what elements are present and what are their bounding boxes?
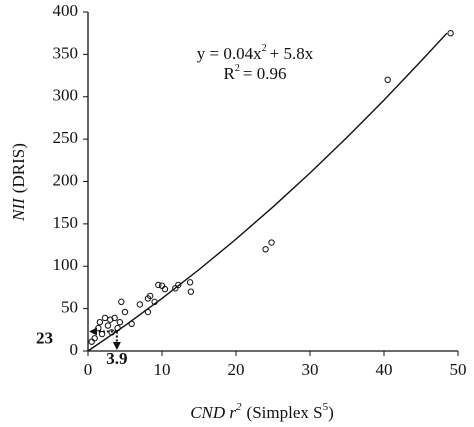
data-point <box>88 338 95 345</box>
y-tick-label: 400 <box>53 1 79 20</box>
y-axis-label: NII (DRIS) <box>9 143 28 222</box>
r2-sup: 2 <box>235 63 240 74</box>
data-point <box>101 314 109 322</box>
x-tick-label: 30 <box>302 360 319 379</box>
x-label-text: CND r <box>190 403 236 422</box>
x-tick-label: 50 <box>450 360 467 379</box>
data-point <box>262 246 269 253</box>
y-tick-label: 50 <box>61 298 78 317</box>
fit-curve <box>87 32 448 352</box>
y-tick-label: 200 <box>53 170 79 189</box>
data-point <box>187 288 195 295</box>
x-marker-arrow <box>112 342 121 350</box>
data-point <box>144 295 152 302</box>
x-marker-label: 3.9 <box>106 349 127 368</box>
equation-text: y = 0.04x <box>197 44 262 63</box>
x-label-sup: 2 <box>236 401 242 413</box>
equation-text: + 5.8x <box>270 44 314 63</box>
data-point <box>91 335 98 342</box>
x-tick-label: 20 <box>228 360 245 379</box>
x-label-sup: 5 <box>323 401 329 413</box>
y-tick-label: 150 <box>53 213 79 232</box>
data-point <box>158 282 166 289</box>
data-point <box>118 298 125 306</box>
y-label-text: NII <box>9 197 28 222</box>
y-tick-label: 300 <box>53 86 79 105</box>
equation-sup: 2 <box>262 43 267 54</box>
equation: y = 0.04x2 + 5.8x <box>197 43 314 63</box>
y-tick-label: 250 <box>53 128 79 147</box>
x-axis-label: CND r2 (Simplex S5) <box>190 401 334 422</box>
data-point <box>161 285 169 293</box>
data-point <box>186 279 194 286</box>
x-tick-label: 10 <box>154 360 171 379</box>
x-label-text: ) <box>328 403 334 422</box>
data-point <box>104 322 112 329</box>
y-marker-arrow <box>89 327 97 336</box>
y-tick-label: 0 <box>70 340 79 359</box>
r2-text: R <box>224 64 236 83</box>
data-point <box>121 308 129 316</box>
y-tick-label: 350 <box>53 43 79 62</box>
data-point <box>155 281 162 289</box>
data-point <box>172 285 179 292</box>
data-point <box>447 29 454 37</box>
data-point <box>98 330 106 338</box>
y-marker-label: 23 <box>36 328 53 347</box>
x-label-text: (Simplex S <box>247 403 323 422</box>
data-point <box>116 318 124 326</box>
x-tick-label: 40 <box>376 360 393 379</box>
data-point <box>268 239 275 246</box>
y-tick-label: 100 <box>53 255 79 274</box>
data-point <box>95 324 102 332</box>
r2-text: = 0.96 <box>243 64 287 83</box>
data-point <box>136 301 144 308</box>
x-tick-label: 0 <box>84 360 93 379</box>
y-label-text: (DRIS) <box>9 143 28 193</box>
data-point <box>384 76 391 84</box>
r-squared: R2 = 0.96 <box>224 63 287 83</box>
data-point <box>96 318 104 326</box>
